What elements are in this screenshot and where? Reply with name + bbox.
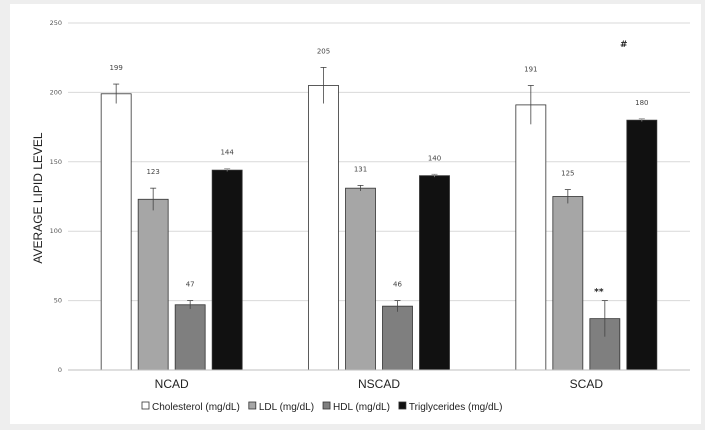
data-label: 199 [109, 64, 122, 72]
x-category-label: SCAD [570, 377, 604, 391]
bar-nscad-0 [308, 85, 339, 371]
legend-swatch [248, 401, 257, 410]
bar-nscad-3 [419, 175, 450, 371]
bar-ncad-0 [100, 93, 132, 371]
y-tick-label: 100 [50, 227, 62, 235]
data-label: 180 [635, 99, 648, 107]
gridlines [68, 22, 690, 302]
data-label: 125 [561, 170, 574, 178]
bar-nscad-1 [345, 187, 376, 371]
data-label: 205 [317, 47, 330, 55]
y-tick-label: 50 [54, 297, 62, 305]
y-tick-label: 0 [58, 366, 62, 374]
bar-scad-0 [515, 104, 547, 371]
legend-swatch [141, 401, 150, 410]
bars [100, 67, 658, 371]
y-axis-label: AVERAGE LIPID LEVEL [31, 132, 45, 263]
x-category-label: NCAD [155, 377, 189, 391]
axes: 0 50 100 150 200 250 NCAD NSCAD SCAD [50, 19, 690, 391]
bar-scad-1 [552, 196, 584, 371]
data-label: 123 [146, 168, 159, 176]
legend-entry: LDL (mg/dL) [259, 402, 314, 413]
data-label: 47 [186, 281, 195, 289]
data-label: 131 [354, 165, 367, 173]
bar-ncad-2 [174, 304, 206, 371]
x-category-label: NSCAD [358, 377, 400, 391]
bar-scad-3 [626, 119, 658, 371]
data-label: 144 [220, 149, 234, 157]
bar-ncad-1 [137, 198, 169, 371]
legend-entry: Triglycerides (mg/dL) [409, 402, 503, 413]
bar-ncad-3 [211, 169, 243, 371]
chart-frame: 199 123 47 144 205 131 46 140 191 125 ** 180 # 0 50 10… [10, 4, 701, 424]
data-label: 140 [428, 154, 441, 162]
bar-nscad-2 [382, 305, 413, 371]
legend: Cholesterol (mg/dL) LDL (mg/dL) HDL (mg/dL… [141, 401, 503, 413]
data-label: 46 [393, 281, 402, 289]
legend-entry: Cholesterol (mg/dL) [152, 402, 240, 413]
lipid-bar-chart: 199 123 47 144 205 131 46 140 191 125 ** 180 # 0 50 10… [31, 19, 690, 413]
y-tick-label: 150 [50, 158, 62, 166]
legend-swatch [322, 401, 331, 410]
legend-swatch [398, 401, 407, 410]
significance-annotation: ** [594, 288, 604, 298]
data-labels: 199 123 47 144 205 131 46 140 191 125 ** 180 # [109, 40, 648, 298]
legend-entry: HDL (mg/dL) [333, 402, 390, 413]
significance-annotation: # [620, 40, 628, 50]
y-tick-label: 200 [50, 88, 62, 96]
y-tick-label: 250 [50, 19, 62, 27]
data-label: 191 [524, 65, 537, 73]
